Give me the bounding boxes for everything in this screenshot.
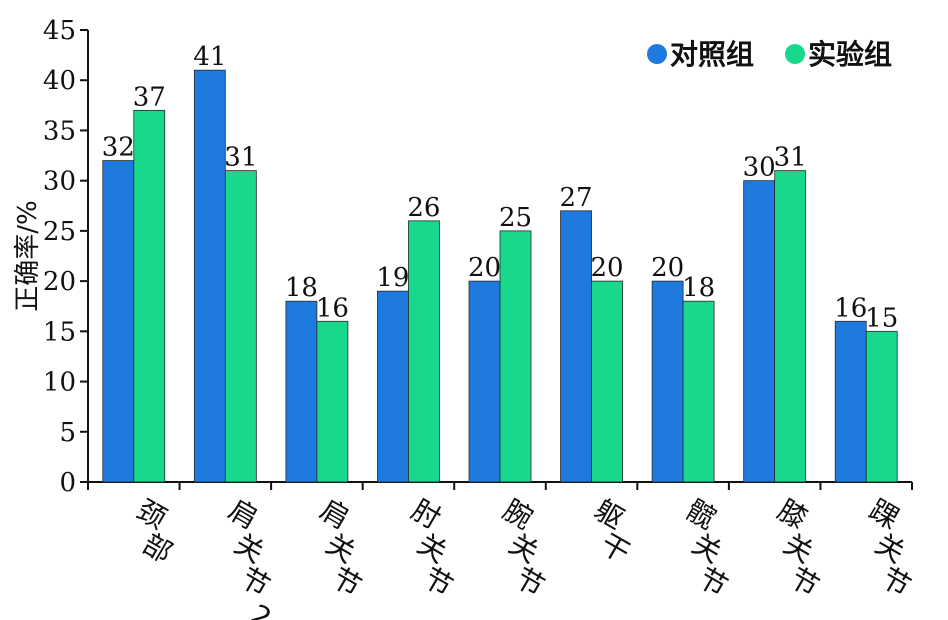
- bar-实验组-肩关节2: [224, 170, 257, 483]
- y-tick-label: 25: [43, 217, 76, 247]
- bar-实验组-肩关节: [316, 320, 349, 483]
- data-label: 20: [651, 253, 684, 283]
- bar-实验组-髋关节: [682, 300, 715, 483]
- data-label: 25: [499, 203, 532, 233]
- bar-对照组-颈部: [102, 160, 135, 483]
- bars: [102, 69, 898, 483]
- category-char: 节: [235, 561, 276, 604]
- data-label: 20: [591, 253, 624, 283]
- category-label: 髋关节: [680, 493, 733, 604]
- bar-对照组-肘关节: [377, 290, 409, 483]
- data-label: 26: [407, 193, 440, 223]
- category-label: 肩关节: [314, 493, 367, 604]
- bar-实验组-腕关节: [499, 230, 532, 483]
- category-label: 躯干: [589, 493, 636, 570]
- legend-item: 对照组: [647, 38, 754, 71]
- legend-marker: [647, 44, 667, 64]
- y-tick-label: 45: [43, 16, 76, 46]
- data-label: 16: [316, 293, 349, 323]
- category-char: 节: [784, 561, 825, 604]
- category-label: 膝关节: [772, 493, 825, 604]
- bar-对照组-膝关节: [743, 180, 776, 483]
- category-label: 颈部: [131, 493, 178, 570]
- data-label: 19: [376, 263, 409, 293]
- y-tick-label: 30: [43, 167, 76, 197]
- bar-对照组-肩关节: [285, 300, 318, 483]
- data-label: 32: [102, 133, 135, 163]
- y-tick-label: 15: [43, 317, 76, 347]
- y-axis-label: 正确率/%: [13, 200, 43, 311]
- category-char: 节: [509, 561, 550, 604]
- y-tick-label: 10: [43, 368, 76, 398]
- category-char: 节: [418, 561, 459, 604]
- category-label: 肘关节: [406, 493, 459, 604]
- data-label: 27: [560, 183, 593, 213]
- legend: 对照组 实验组: [647, 38, 892, 71]
- y-tick-label: 0: [59, 468, 76, 498]
- bar-对照组-踝关节: [834, 320, 867, 483]
- data-label: 18: [285, 273, 318, 303]
- y-axis-ticks: 0 5 10 15 20 25 30 35 40 45: [43, 16, 88, 498]
- bar-实验组-踝关节: [865, 330, 898, 483]
- category-char: 节: [876, 561, 917, 604]
- bar-对照组-髋关节: [651, 280, 684, 483]
- category-char: 节: [326, 561, 367, 604]
- y-tick-label: 35: [43, 116, 76, 146]
- bar-实验组-躯干: [591, 280, 623, 483]
- data-label: 41: [193, 42, 226, 72]
- category-label: 腕关节: [497, 493, 550, 604]
- category-char: 节: [692, 561, 733, 604]
- category-char: 2: [245, 598, 277, 620]
- category-label: 踝关节: [864, 493, 917, 604]
- legend-label: 实验组: [808, 38, 892, 71]
- legend-label: 对照组: [670, 38, 754, 71]
- bar-实验组-肘关节: [408, 220, 440, 483]
- legend-marker: [785, 44, 805, 64]
- data-label: 30: [743, 153, 776, 183]
- bar-实验组-膝关节: [774, 170, 807, 483]
- data-label: 16: [834, 293, 867, 323]
- data-label: 37: [133, 82, 166, 112]
- data-label: 31: [224, 143, 257, 173]
- y-tick-label: 40: [43, 66, 76, 96]
- data-label: 31: [774, 143, 807, 173]
- data-label: 18: [682, 273, 715, 303]
- category-char: 部: [137, 527, 178, 570]
- legend-item: 实验组: [785, 38, 892, 71]
- bar-对照组-腕关节: [468, 280, 501, 483]
- y-tick-label: 20: [43, 267, 76, 297]
- y-tick-label: 5: [59, 418, 76, 448]
- bar-对照组-肩关节2: [193, 69, 226, 483]
- bar-对照组-躯干: [560, 210, 592, 483]
- data-label: 15: [865, 303, 898, 333]
- category-char: 干: [595, 527, 636, 570]
- bar-实验组-颈部: [133, 109, 166, 483]
- data-label: 20: [468, 253, 501, 283]
